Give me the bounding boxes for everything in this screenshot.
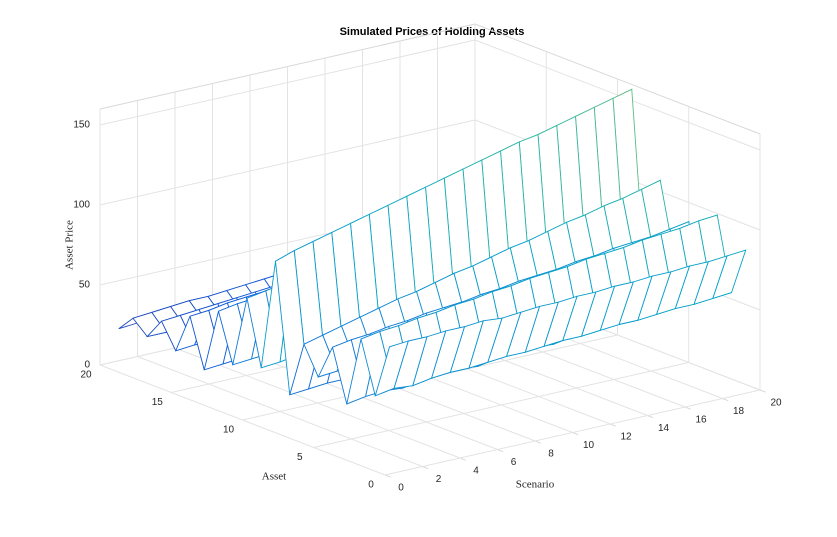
x-tick [572, 432, 579, 436]
x-tick-label: 16 [695, 415, 707, 426]
x-tick [459, 457, 466, 461]
chart-title: Simulated Prices of Holding Assets [340, 26, 525, 38]
x-tick [497, 449, 504, 453]
x-tick [609, 423, 616, 427]
x-tick [722, 398, 729, 402]
x-tick-label: 20 [770, 398, 782, 409]
grid-line [99, 39, 476, 126]
x-tick-label: 8 [548, 449, 554, 460]
x-axis-label: Scenario [516, 479, 555, 491]
grid-line [99, 119, 476, 206]
y-tick-label: 15 [152, 397, 164, 408]
x-tick-label: 12 [620, 432, 632, 443]
y-tick-label: 20 [80, 370, 92, 381]
y-axis-label: Asset [262, 471, 286, 483]
x-tick-label: 6 [511, 457, 517, 468]
x-tick-label: 0 [398, 483, 404, 494]
grid-line [313, 362, 689, 448]
x-tick [684, 406, 691, 410]
mesh-cell [374, 340, 409, 397]
grid-line [384, 389, 761, 476]
x-tick-label: 14 [658, 423, 670, 434]
z-tick-label: 0 [84, 360, 90, 371]
x-tick-label: 4 [473, 466, 479, 477]
x-tick-label: 10 [583, 440, 595, 451]
y-tick-label: 10 [223, 425, 235, 436]
y-tick-label: 0 [368, 480, 374, 491]
grid-line [474, 39, 761, 151]
z-tick-label: 100 [73, 200, 90, 211]
x-tick [647, 415, 654, 419]
x-tick-label: 18 [733, 406, 745, 417]
z-tick-label: 50 [79, 280, 91, 291]
x-tick [759, 389, 766, 393]
x-tick-label: 2 [436, 474, 442, 485]
z-axis-label: Asset Price [64, 220, 76, 270]
y-tick-label: 5 [297, 452, 303, 463]
x-tick [422, 466, 429, 470]
x-tick [384, 474, 391, 478]
x-tick [534, 440, 541, 444]
z-tick-label: 150 [73, 120, 90, 131]
